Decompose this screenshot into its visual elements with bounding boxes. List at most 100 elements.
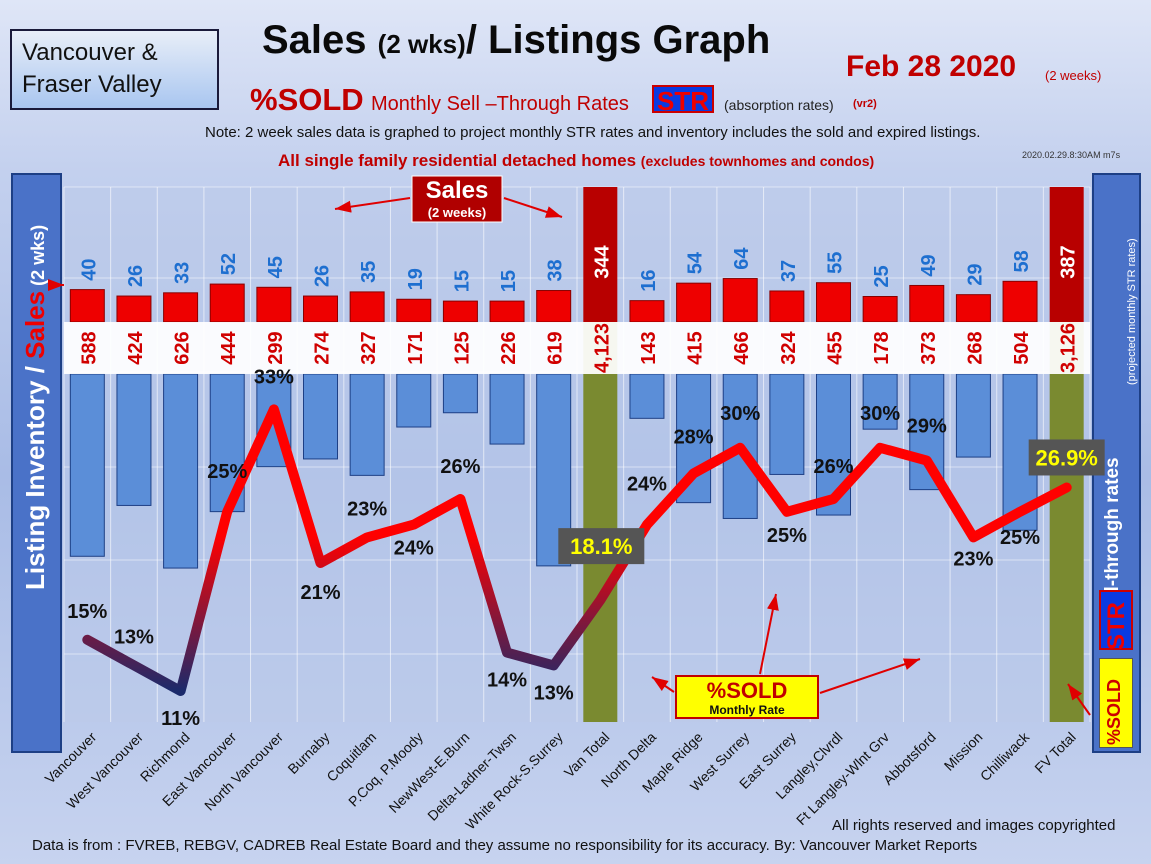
title-end: / Listings Graph: [465, 18, 771, 62]
str-label: 30%: [860, 403, 900, 425]
str-label: 13%: [534, 682, 574, 704]
inventory-bar: [349, 373, 385, 476]
sales-bar: [769, 290, 805, 323]
inventory-label: 373: [918, 331, 940, 364]
title-small: (2 wks): [377, 29, 466, 59]
inventory-bar: [769, 373, 805, 475]
sales-label: 344: [591, 244, 613, 278]
sales-bar: [442, 300, 478, 323]
str-label: 11%: [161, 708, 200, 730]
sales-bar: [116, 295, 152, 323]
sales-label: 37: [778, 260, 800, 282]
note-detached-main: All single family residential detached h…: [278, 151, 641, 170]
inventory-label: 466: [731, 331, 753, 364]
str-label: 21%: [300, 582, 340, 604]
sold-callout-sub: Monthly Rate: [709, 703, 785, 717]
sales-bar: [629, 300, 665, 323]
category-label: NewWest-E.Burn: [385, 729, 472, 816]
sales-bar: [256, 286, 292, 323]
str-label: 28%: [674, 426, 714, 448]
inventory-bar: [116, 373, 152, 506]
sales-arrow-left: [334, 197, 411, 213]
inventory-total-bar: [1049, 322, 1084, 722]
inventory-label: 588: [78, 331, 100, 364]
inventory-label: 444: [218, 330, 240, 364]
sales-bar: [209, 283, 245, 323]
sales-label: 25: [871, 265, 893, 287]
inventory-label: 171: [405, 331, 427, 364]
category-label: Mission: [941, 729, 986, 774]
sales-label: 40: [78, 258, 100, 280]
sales-bar: [862, 296, 898, 323]
left-axis-panel: [11, 173, 62, 753]
report-date: Feb 28 2020: [846, 50, 1017, 83]
note-text: Note: 2 week sales data is graphed to pr…: [205, 124, 981, 141]
version-tag: (vr2): [853, 98, 877, 110]
inventory-label: 4,123: [591, 323, 613, 373]
str-label: 25%: [1000, 527, 1040, 549]
absorption-note: (absorption rates): [724, 97, 834, 113]
report-date-sub: (2 weeks): [1045, 68, 1102, 83]
inventory-label: 299: [265, 331, 287, 364]
str-label: 13%: [114, 626, 154, 648]
inventory-label: 143: [638, 331, 660, 364]
sales-total-bar: [583, 187, 618, 322]
sold-callout-box: [675, 675, 819, 719]
sales-bar: [955, 294, 991, 323]
str-line: [82, 404, 1072, 696]
inventory-label: 424: [125, 330, 147, 364]
sales-label: 15: [498, 270, 520, 292]
str-total-badge: [1028, 439, 1105, 476]
subtitle-sold: %SOLD: [250, 82, 364, 117]
sales-label: 52: [218, 253, 240, 275]
note-detached: All single family residential detached h…: [278, 151, 874, 171]
inventory-label: 455: [825, 331, 847, 364]
str-label: 23%: [347, 498, 387, 520]
sales-label: 49: [918, 254, 940, 276]
inventory-bar: [955, 373, 991, 458]
sales-bar: [676, 282, 712, 323]
category-label: North Vancouver: [201, 729, 286, 814]
str-label: 24%: [394, 538, 434, 560]
sales-label: 58: [1011, 250, 1033, 272]
inventory-label: 3,126: [1058, 323, 1080, 373]
sold-arrow-fv: [1067, 683, 1091, 716]
inventory-bar: [442, 373, 478, 414]
sales-label: 55: [825, 252, 847, 274]
inventory-total-bar: [583, 322, 618, 722]
category-label: Burnaby: [284, 729, 332, 777]
str-label: 33%: [254, 366, 294, 388]
str-label: 26%: [813, 456, 853, 478]
inventory-bar: [163, 373, 199, 569]
str-label: 30%: [720, 403, 760, 425]
sold-vertical-badge: %SOLD: [1099, 658, 1133, 748]
sales-bar: [816, 282, 851, 323]
data-source-note: Data is from : FVREB, REBGV, CADREB Real…: [32, 837, 978, 854]
sales-label: 38: [545, 259, 567, 281]
sales-arrow-right: [503, 197, 563, 218]
sales-callout-box: [411, 175, 503, 223]
inventory-bar: [629, 373, 665, 419]
copyright-note: All rights reserved and images copyright…: [832, 817, 1116, 834]
inventory-bar: [303, 373, 338, 460]
timestamp: 2020.02.29.8:30AM m7s: [1022, 150, 1121, 160]
subtitle-rates: Monthly Sell –Through Rates: [371, 93, 629, 115]
str-total-label: 18.1%: [570, 534, 632, 559]
region-line-1: Vancouver &: [22, 39, 158, 66]
sales-bar: [69, 289, 105, 323]
inventory-bar: [396, 373, 432, 428]
sales-bar: [303, 295, 338, 323]
sales-label: 29: [964, 264, 986, 286]
category-label: Chilliwack: [977, 728, 1033, 784]
sold-arrow-left: [651, 676, 675, 693]
str-vertical-badge: STR: [1099, 590, 1133, 650]
category-label: Delta-Ladner-Twsn: [424, 729, 519, 824]
sales-total-bar: [1049, 187, 1084, 322]
str-badge: STR: [652, 85, 714, 115]
str-label: 23%: [953, 548, 993, 570]
sales-label: 35: [358, 261, 380, 283]
str-label: 26%: [440, 456, 480, 478]
region-box: Vancouver & Fraser Valley: [10, 29, 219, 110]
sales-label: 26: [125, 265, 147, 287]
sales-label: 64: [731, 247, 753, 270]
